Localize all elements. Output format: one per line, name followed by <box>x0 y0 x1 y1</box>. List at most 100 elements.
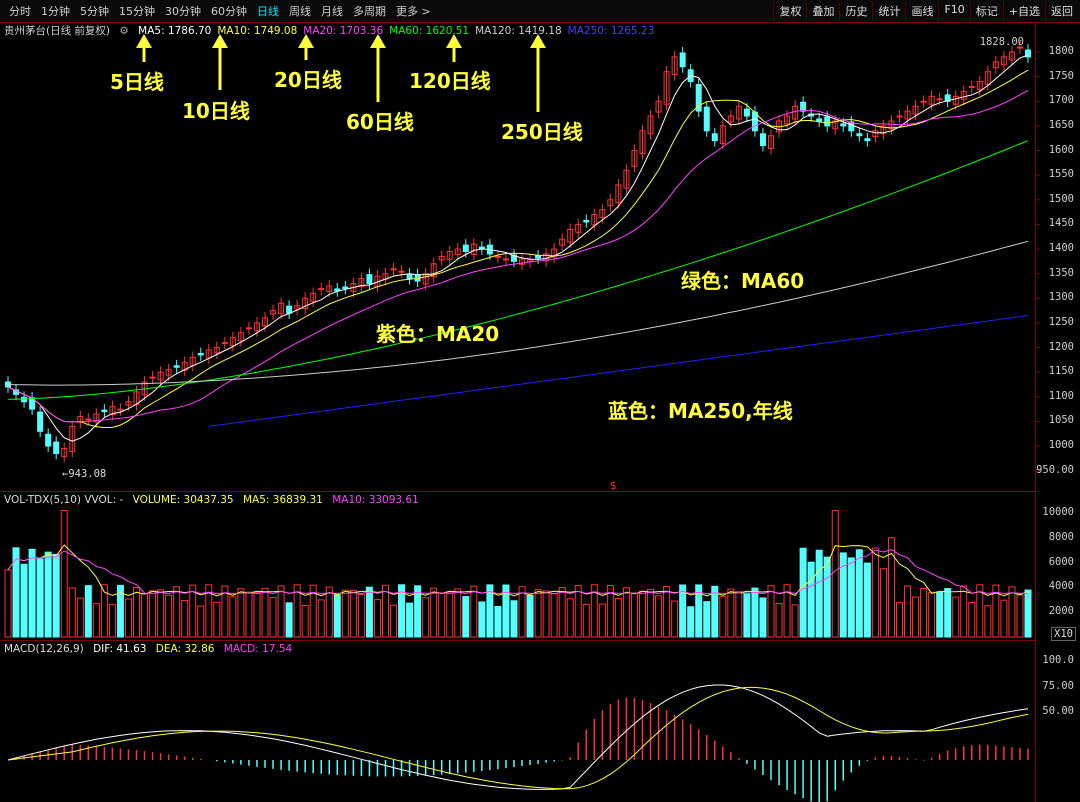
annotation-arrow-head <box>370 34 386 48</box>
ma-label-0: MA5: 1786.70 <box>138 25 212 37</box>
candle-body <box>253 322 260 332</box>
volume-bar <box>470 585 478 638</box>
candle-body <box>278 302 285 315</box>
volume-bar <box>494 605 502 638</box>
candle-body <box>213 347 220 354</box>
candle-body <box>294 305 301 310</box>
candle-body <box>342 286 349 289</box>
candle-body <box>880 125 887 135</box>
annotation-green: 绿色：MA60 <box>681 269 805 293</box>
candle-body <box>719 125 726 145</box>
volume-bar <box>839 552 847 638</box>
candle-body <box>784 115 791 125</box>
tab-0[interactable]: 分时 <box>9 5 31 18</box>
tab-6[interactable]: 日线 <box>257 5 279 18</box>
volume-bar <box>4 569 12 638</box>
toolbar-button-5[interactable]: F10 <box>938 2 969 20</box>
candle-body <box>976 81 983 90</box>
candle-body <box>864 138 871 142</box>
candle-body <box>446 251 453 260</box>
annotation-ma20: 20日线 <box>274 68 342 92</box>
volume-bar <box>309 584 317 638</box>
volume-bar <box>518 586 526 638</box>
tab-3[interactable]: 15分钟 <box>119 5 155 18</box>
macd-header: MACD(12,26,9) DIF: 41.63 DEA: 32.86 MACD… <box>4 643 298 655</box>
candle-body <box>1025 49 1031 58</box>
volume-bar <box>317 599 325 638</box>
ma60-line <box>7 140 1029 400</box>
candle-body <box>559 238 566 246</box>
volume-bar <box>229 596 237 638</box>
settings-icon[interactable]: ⚙ <box>119 25 129 37</box>
tab-2[interactable]: 5分钟 <box>80 5 109 18</box>
volume-bar <box>976 584 984 638</box>
candle-body <box>221 342 228 345</box>
candle-body <box>69 425 76 452</box>
toolbar-button-7[interactable]: +自选 <box>1002 2 1045 20</box>
volume-bar <box>149 590 157 638</box>
volume-bar <box>213 601 221 638</box>
tab-9[interactable]: 多周期 <box>353 5 386 18</box>
volume-ma5: MA5: 36839.31 <box>242 494 323 506</box>
volume-bar <box>647 588 655 638</box>
candle-body <box>510 254 517 262</box>
tab-8[interactable]: 月线 <box>321 5 343 18</box>
tab-7[interactable]: 周线 <box>289 5 311 18</box>
toolbar-button-6[interactable]: 标记 <box>969 2 1003 20</box>
candle-body <box>101 409 108 413</box>
ma-label-3: MA60: 1620.51 <box>389 25 470 37</box>
volume-bar <box>44 551 52 638</box>
volume-bar <box>558 587 566 638</box>
macd-dea: DEA: 32.86 <box>155 643 215 655</box>
candle-body <box>77 416 84 423</box>
price-tick-14: 1100 <box>1048 389 1074 402</box>
candle-body <box>904 110 911 120</box>
volume-bar <box>333 594 341 638</box>
toolbar-button-2[interactable]: 历史 <box>839 2 872 20</box>
tab-10[interactable]: 更多 > <box>396 5 431 18</box>
volume-bar <box>968 602 976 638</box>
volume-bar <box>574 584 582 638</box>
volume-bar <box>526 595 534 638</box>
volume-bar <box>767 585 775 638</box>
volume-bar <box>84 585 92 638</box>
volume-bar <box>534 589 542 638</box>
toolbar-button-0[interactable]: 复权 <box>773 2 806 20</box>
tab-1[interactable]: 1分钟 <box>41 5 70 18</box>
candle-body <box>430 263 437 278</box>
price-tick-6: 1500 <box>1048 192 1074 205</box>
tab-4[interactable]: 30分钟 <box>165 5 201 18</box>
volume-bar <box>904 585 912 638</box>
toolbar-button-3[interactable]: 统计 <box>872 2 905 20</box>
volume-bar <box>68 587 76 638</box>
candle-body <box>872 130 879 138</box>
candle-body <box>535 255 542 259</box>
candle-body <box>607 199 614 207</box>
price-tick-0: 1800 <box>1048 45 1074 57</box>
toolbar-button-1[interactable]: 叠加 <box>806 2 839 20</box>
stock-title: 贵州茅台(日线 前复权) <box>4 25 111 37</box>
candle-body <box>591 214 598 226</box>
volume-bar <box>960 585 968 638</box>
volume-bar <box>630 593 638 638</box>
volume-divider <box>0 491 1035 492</box>
candle-body <box>398 270 405 273</box>
volume-bar <box>454 588 462 638</box>
candle-body <box>165 369 172 376</box>
volume-bar <box>430 587 438 638</box>
volume-ma5-line <box>7 544 1029 597</box>
volume-bar <box>912 596 920 638</box>
candle-body <box>800 101 807 112</box>
candle-body <box>631 150 638 167</box>
volume-bar <box>36 558 44 638</box>
volume-bar <box>936 591 944 638</box>
macd-tick-0: 100.0 <box>1042 654 1074 666</box>
candle-body <box>936 98 943 101</box>
tab-5[interactable]: 60分钟 <box>211 5 247 18</box>
annotation-purple: 紫色：MA20 <box>376 322 500 346</box>
volume-bar <box>1008 586 1016 638</box>
toolbar-button-4[interactable]: 画线 <box>905 2 938 20</box>
volume-bar <box>422 597 430 638</box>
toolbar-button-8[interactable]: 返回 <box>1045 2 1078 20</box>
